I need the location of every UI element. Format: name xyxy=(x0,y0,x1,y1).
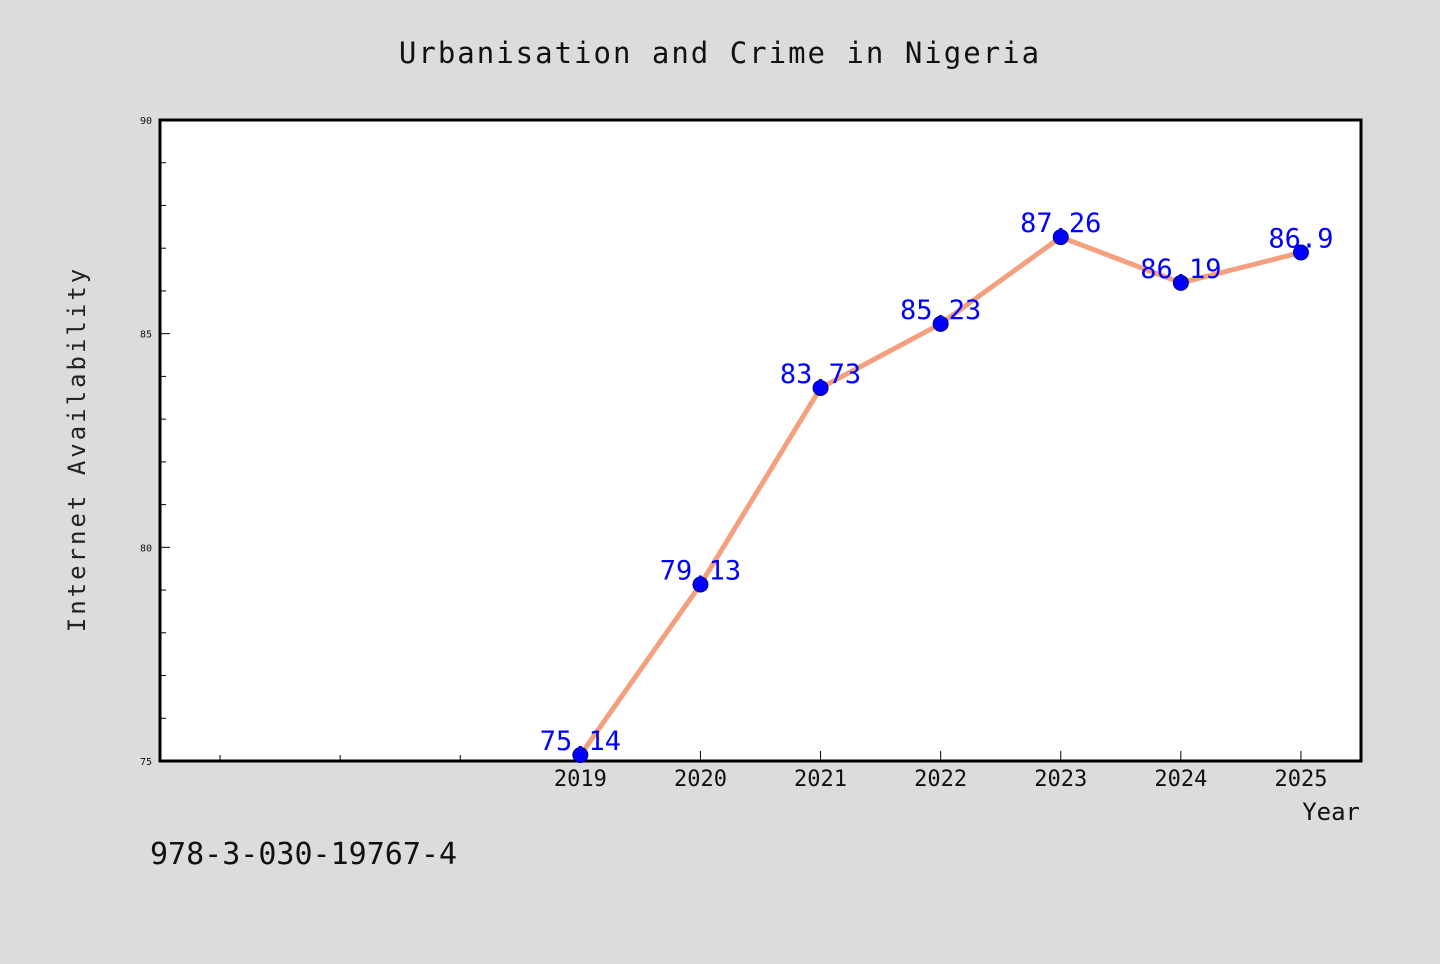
plot-area xyxy=(158,118,1363,763)
x-axis-ticks: 2019 2020 2021 2022 2023 2024 2025 xyxy=(219,751,1327,792)
x-tick-label: 2022 xyxy=(914,767,967,792)
chart-title: Urbanisation and Crime in Nigeria xyxy=(399,36,1041,70)
data-label: 79.13 xyxy=(660,556,741,587)
data-point xyxy=(932,315,949,332)
series-markers xyxy=(572,229,1309,764)
data-point xyxy=(1292,244,1309,261)
y-axis-ticks: 75 80 85 90 xyxy=(140,116,170,768)
isbn-annotation: 978-3-030-19767-4 xyxy=(150,837,457,872)
x-tick-label: 2021 xyxy=(794,767,847,792)
x-tick-label: 2019 xyxy=(554,767,607,792)
y-tick-label: 75 xyxy=(140,757,152,768)
y-tick-label: 85 xyxy=(140,330,152,341)
data-point xyxy=(812,379,829,396)
x-tick-label: 2025 xyxy=(1274,767,1327,792)
data-point xyxy=(1172,274,1189,291)
data-label: 86.9 xyxy=(1268,223,1333,254)
data-label: 85.23 xyxy=(900,295,981,326)
x-tick-label: 2023 xyxy=(1034,767,1087,792)
data-label: 75.14 xyxy=(540,726,621,757)
data-label: 86.19 xyxy=(1140,254,1221,285)
x-tick-label: 2020 xyxy=(674,767,727,792)
data-point xyxy=(572,747,589,764)
data-label: 87.26 xyxy=(1020,208,1101,239)
x-tick-label: 2024 xyxy=(1154,767,1207,792)
data-point xyxy=(692,576,709,593)
data-labels: 75.14 79.13 83.73 85.23 87.26 86.19 86.9 xyxy=(540,208,1334,757)
y-tick-label: 90 xyxy=(140,116,152,127)
y-tick-label: 80 xyxy=(140,543,152,554)
x-axis-label: Year xyxy=(1302,798,1360,826)
y-axis-label: Internet Availability xyxy=(63,266,91,632)
data-label: 83.73 xyxy=(780,359,861,390)
data-point xyxy=(1052,229,1069,246)
